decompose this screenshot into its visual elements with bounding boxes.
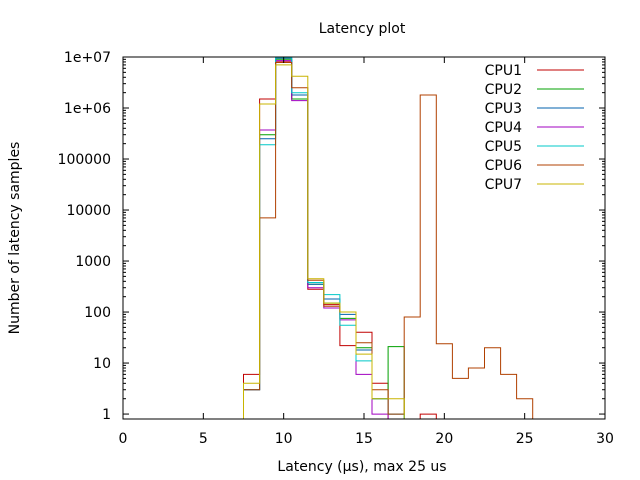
y-tick-label: 100 (84, 305, 111, 321)
series-layer (243, 56, 534, 419)
y-tick-label: 1e+06 (64, 101, 111, 117)
y-tick-label: 1e+07 (64, 50, 111, 66)
legend-label-cpu6: CPU6 (485, 158, 522, 174)
x-tick-label: 15 (355, 431, 373, 447)
y-axis-label: Number of latency samples (7, 142, 23, 335)
plot-frame (122, 56, 606, 420)
series-line-cpu2 (243, 58, 405, 419)
series-line-cpu7 (243, 64, 405, 419)
x-tick-label: 20 (435, 431, 453, 447)
x-tick-label: 10 (275, 431, 293, 447)
y-tick-label: 1 (102, 407, 111, 423)
y-tick-label: 1000 (75, 254, 111, 270)
tick-layer: 0 5 10 15 20 25 30 1 10 100 1000 10000 100000 1e+06 1e… (58, 50, 614, 447)
x-tick-label: 0 (119, 431, 128, 447)
legend-label-cpu4: CPU4 (485, 120, 522, 136)
y-tick-label: 10000 (66, 203, 111, 219)
legend-label-cpu5: CPU5 (485, 139, 522, 155)
chart-title: Latency plot (319, 21, 406, 37)
series-line-cpu1 (243, 61, 437, 419)
y-tick-label: 10 (93, 356, 111, 372)
series-line-cpu5 (243, 56, 405, 419)
x-tick-label: 25 (516, 431, 534, 447)
series-line-cpu4 (243, 60, 389, 419)
legend-label-cpu7: CPU7 (485, 177, 522, 193)
legend-label-cpu2: CPU2 (485, 82, 522, 98)
x-axis-label: Latency (µs), max 25 us (277, 459, 446, 475)
legend-label-cpu3: CPU3 (485, 101, 522, 117)
series-line-cpu3 (243, 57, 405, 419)
legend: CPU1 CPU2 CPU3 CPU4 CPU5 CPU6 CPU7 (485, 63, 584, 193)
legend-label-cpu1: CPU1 (485, 63, 522, 79)
x-tick-label: 30 (596, 431, 614, 447)
x-tick-label: 5 (199, 431, 208, 447)
y-tick-label: 100000 (58, 152, 111, 168)
